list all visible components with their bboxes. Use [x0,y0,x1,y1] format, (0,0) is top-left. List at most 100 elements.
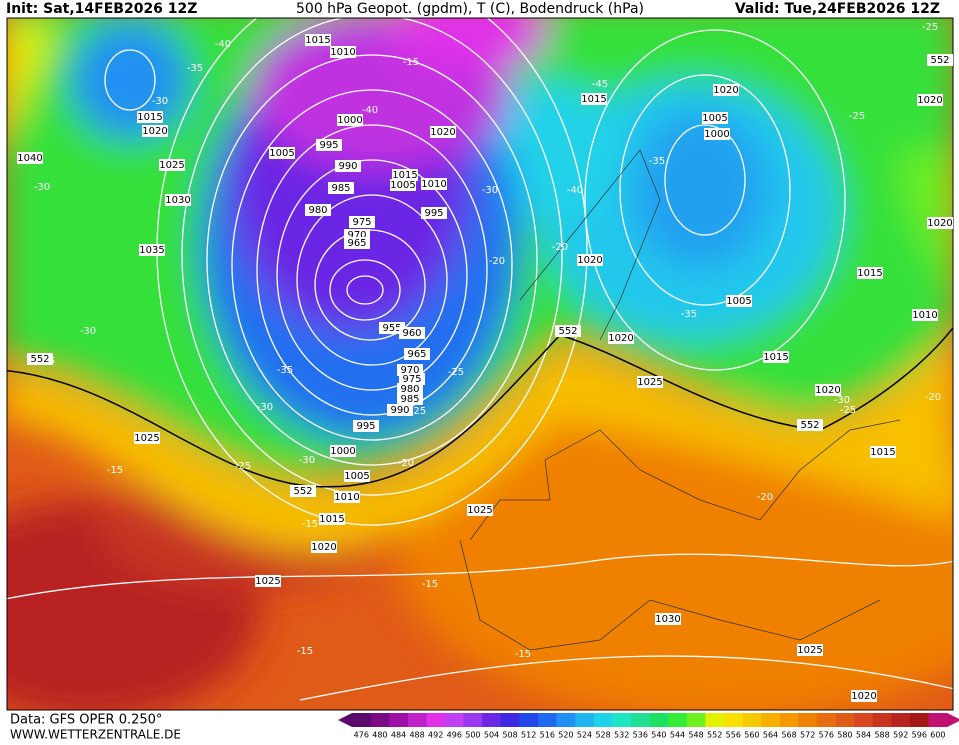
colorbar-label: 524 [577,731,592,740]
pressure-label-bg [581,93,607,105]
temperature-label: -30 [80,326,96,337]
colorbar-swatch [556,713,576,727]
colorbar-label: 600 [930,731,945,740]
pressure-label-bg [399,327,425,339]
temperature-label: -20 [757,492,773,503]
pressure-label: 1010 [330,47,355,58]
pressure-label-bg [912,309,938,321]
pressure-label-bg [397,393,423,405]
colorbar-swatch [389,713,409,727]
colorbar-swatch [742,713,762,727]
pressure-label-bg [337,114,363,126]
pressure-label: 1015 [857,268,882,279]
colorbar-label: 544 [670,731,685,740]
colorbar-swatch [519,713,539,727]
pressure-label-bg [139,244,165,256]
pressure-label: 1020 [311,542,336,553]
pressure-label-bg [255,575,281,587]
colorbar-label: 560 [744,731,759,740]
colorbar-label: 564 [763,731,778,740]
pressure-label: 1015 [392,170,417,181]
colorbar-swatch [686,713,706,727]
pressure-label: 970 [400,365,419,376]
pressure-label-bg [608,332,634,344]
pressure-label: 970 [347,230,366,241]
temperature-label: -15 [302,519,318,530]
pressure-label-bg [713,84,739,96]
colorbar-label: 492 [428,731,443,740]
pressure-label: 1005 [726,296,751,307]
pressure-label-bg [917,94,943,106]
colorbar-label: 584 [856,731,871,740]
website: WWW.WETTERZENTRALE.DE [10,728,181,742]
temperature-label: -20 [398,458,414,469]
pressure-label-bg [399,373,425,385]
colorbar-swatch [612,713,632,727]
colorbar-arrow-right [947,713,959,727]
temperature-label: -25 [235,461,251,472]
colorbar-label: 556 [726,731,741,740]
temperature-label: -15 [403,57,419,68]
pressure-label-bg [467,504,493,516]
pressure-label: 990 [338,161,357,172]
pressure-label-bg [269,147,295,159]
pressure-label: 1020 [577,255,602,266]
colorbar-label: 532 [614,731,629,740]
pressure-label: 1015 [870,447,895,458]
colorbar-label: 528 [595,731,610,740]
pressure-label-bg [726,295,752,307]
pressure-label: 1025 [797,645,822,656]
temperature-label: -15 [297,646,313,657]
pressure-label-bg [851,690,877,702]
pressure-label: 995 [356,421,375,432]
height-label: 552 [30,354,49,365]
colorbar-label: 568 [781,731,796,740]
temperature-label: -35 [649,156,665,167]
pressure-label-bg [430,126,456,138]
pressure-label: 980 [308,205,327,216]
colorbar-swatch [426,713,446,727]
colorbar-swatch [854,713,874,727]
pressure-label-bg [165,194,191,206]
pressure-label: 980 [400,384,419,395]
pressure-label-bg [328,182,354,194]
temperature-label: -15 [107,465,123,476]
pressure-label: 990 [390,405,409,416]
temperature-label: -20 [925,392,941,403]
pressure-label: 1005 [390,180,415,191]
pressure-label: 1000 [704,129,729,140]
height-label-bg [27,353,53,365]
temperature-label: -15 [422,579,438,590]
temperature-label: -35 [681,309,697,320]
pressure-label-bg [330,46,356,58]
temperature-label: -30 [34,182,50,193]
temperature-label: -30 [257,402,273,413]
pressure-label: 1005 [702,113,727,124]
temperature-label: -25 [840,405,856,416]
pressure-label: 955 [382,323,401,334]
pressure-label: 985 [331,183,350,194]
data-source: Data: GFS OPER 0.250° [10,713,162,728]
colorbar-swatch [593,713,613,727]
colorbar-label: 576 [819,731,834,740]
colorbar-label: 484 [391,731,406,740]
height-label-bg [555,325,581,337]
colorbar-swatch [668,713,688,727]
pressure-label: 1015 [305,35,330,46]
temperature-label: -40 [362,105,378,116]
colorbar-label: 488 [409,731,424,740]
pressure-label: 1015 [319,514,344,525]
pressure-label-bg [330,445,356,457]
colorbar-label: 596 [912,731,927,740]
pressure-label: 1025 [467,505,492,516]
pressure-label-bg [392,169,418,181]
colorbar-swatch [872,713,892,727]
pressure-label: 995 [319,140,338,151]
pressure-label: 960 [402,328,421,339]
pressure-label: 1015 [581,94,606,105]
temperature-label: -25 [410,406,426,417]
pressure-label: 1020 [713,85,738,96]
pressure-label: 1020 [608,333,633,344]
temperature-label: -40 [567,185,583,196]
